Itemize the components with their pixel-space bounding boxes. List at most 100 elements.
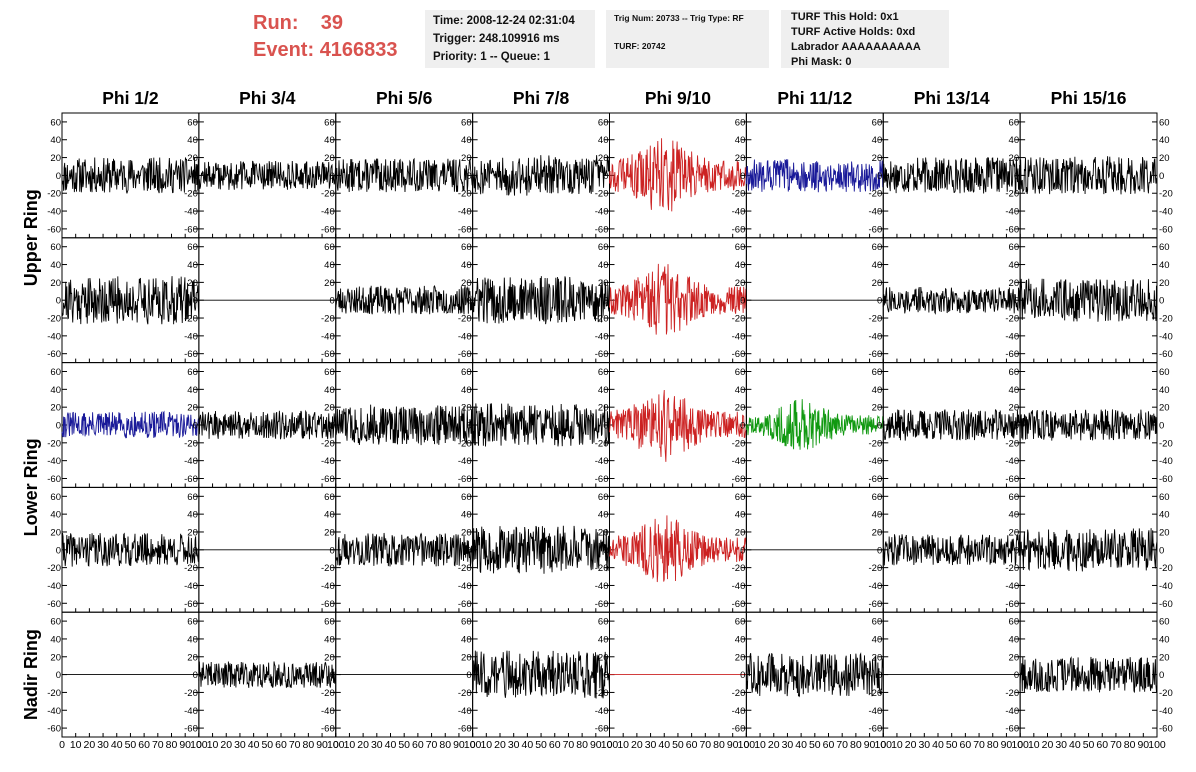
ytick-label: 60	[461, 617, 472, 628]
ytick-label: 40	[1009, 510, 1020, 521]
ytick-label: -60	[869, 349, 883, 360]
waveform-r3-c8	[1019, 409, 1158, 441]
ytick-label: 60	[50, 492, 61, 503]
ytick-label: -20	[458, 563, 472, 574]
waveform-r3-c5	[609, 389, 747, 462]
column-title-7: Phi 13/14	[914, 88, 990, 108]
ytick-label: -40	[595, 456, 609, 467]
ytick-label: 20	[187, 153, 198, 164]
xtick-label: 100	[327, 739, 345, 751]
ytick-label: 20	[872, 403, 883, 414]
ytick-label: -60	[184, 349, 198, 360]
ytick-label: 60	[187, 367, 198, 378]
ytick-label: 0	[740, 670, 745, 681]
ytick-label: -60	[47, 724, 61, 735]
ytick-label: 60	[324, 117, 335, 128]
ytick-label: 40	[50, 135, 61, 146]
event-label: Event:	[253, 39, 315, 61]
xtick-label: 40	[658, 739, 670, 751]
waveform-r1-c7	[882, 156, 1021, 194]
waveform-r5-c8	[1019, 656, 1158, 693]
ytick-label: 40	[1159, 260, 1170, 271]
ytick-label: -40	[47, 706, 61, 717]
ytick-label: 0	[877, 670, 882, 681]
ytick-label: 60	[1159, 492, 1170, 503]
ytick-label: -20	[184, 438, 198, 449]
ytick-label: -60	[869, 599, 883, 610]
xtick-label: 70	[563, 739, 575, 751]
ytick-label: -40	[1005, 331, 1019, 342]
ytick-label: 20	[461, 652, 472, 663]
xtick-label: 10	[480, 739, 492, 751]
xtick-label: 30	[508, 739, 520, 751]
ytick-label: 40	[735, 510, 746, 521]
ring-label-upper-ring: Upper Ring	[21, 189, 41, 286]
run-event-box: Run: 39 Event: 4166833	[253, 10, 398, 64]
xtick-label: 50	[535, 739, 547, 751]
ytick-label: 0	[877, 296, 882, 307]
ytick-label: -20	[595, 688, 609, 699]
ytick-label: -60	[732, 224, 746, 235]
phi-mask-text: Phi Mask: 0	[791, 56, 852, 68]
ytick-label: -60	[47, 474, 61, 485]
ytick-label: -20	[869, 189, 883, 200]
xtick-label: 80	[713, 739, 725, 751]
xtick-label: 0	[196, 739, 202, 751]
ytick-label: -60	[47, 349, 61, 360]
ytick-label: 20	[324, 652, 335, 663]
ytick-label: 20	[1159, 403, 1170, 414]
ytick-label: -20	[321, 563, 335, 574]
ytick-label: 0	[1159, 545, 1164, 556]
run-value: 39	[320, 12, 344, 34]
ytick-label: 0	[466, 296, 471, 307]
ytick-label: 20	[187, 403, 198, 414]
ytick-label: -40	[869, 207, 883, 218]
ytick-label: -20	[869, 563, 883, 574]
ytick-label: 0	[1159, 421, 1164, 432]
ytick-label: 40	[1159, 385, 1170, 396]
waveform-r1-c2	[198, 160, 337, 190]
xtick-label: 100	[874, 739, 892, 751]
xtick-label: 10	[344, 739, 356, 751]
ytick-label: 0	[1014, 421, 1019, 432]
ytick-label: 20	[1009, 278, 1020, 289]
waveform-r4-c8	[1019, 528, 1158, 572]
ytick-label: -60	[1159, 349, 1173, 360]
ytick-label: 0	[56, 670, 61, 681]
ytick-label: 60	[735, 242, 746, 253]
ytick-label: 40	[187, 135, 198, 146]
ytick-label: -40	[184, 331, 198, 342]
ytick-label: 60	[1009, 117, 1020, 128]
ytick-label: -40	[1005, 706, 1019, 717]
ytick-label: 0	[603, 421, 608, 432]
ytick-label: 20	[324, 527, 335, 538]
ytick-label: 20	[872, 652, 883, 663]
xtick-label: 100	[1011, 739, 1029, 751]
ytick-label: 40	[735, 135, 746, 146]
xtick-label: 80	[166, 739, 178, 751]
xtick-label: 0	[880, 739, 886, 751]
ytick-label: 60	[1159, 367, 1170, 378]
xtick-label: 100	[601, 739, 619, 751]
ytick-label: 40	[50, 510, 61, 521]
xtick-label: 80	[576, 739, 588, 751]
ytick-label: 20	[461, 153, 472, 164]
ytick-label: -20	[321, 438, 335, 449]
ytick-label: -40	[321, 456, 335, 467]
xtick-label: 80	[850, 739, 862, 751]
waveform-r1-c3	[335, 157, 474, 193]
event-value: 4166833	[319, 39, 398, 61]
ytick-label: -40	[869, 331, 883, 342]
ytick-label: 40	[872, 260, 883, 271]
ytick-label: -40	[184, 581, 198, 592]
ytick-label: 20	[872, 278, 883, 289]
xtick-label: 20	[905, 739, 917, 751]
trigger-info-panel: Trig Num: 20733 -- Trig Type: RF TURF: 2…	[606, 10, 769, 68]
ytick-label: -60	[869, 724, 883, 735]
waveform-r5-c2	[198, 661, 337, 689]
ytick-label: -20	[184, 688, 198, 699]
xtick-label: 20	[84, 739, 96, 751]
ytick-label: 60	[872, 367, 883, 378]
ytick-label: -60	[1159, 724, 1173, 735]
ytick-label: 60	[1009, 242, 1020, 253]
